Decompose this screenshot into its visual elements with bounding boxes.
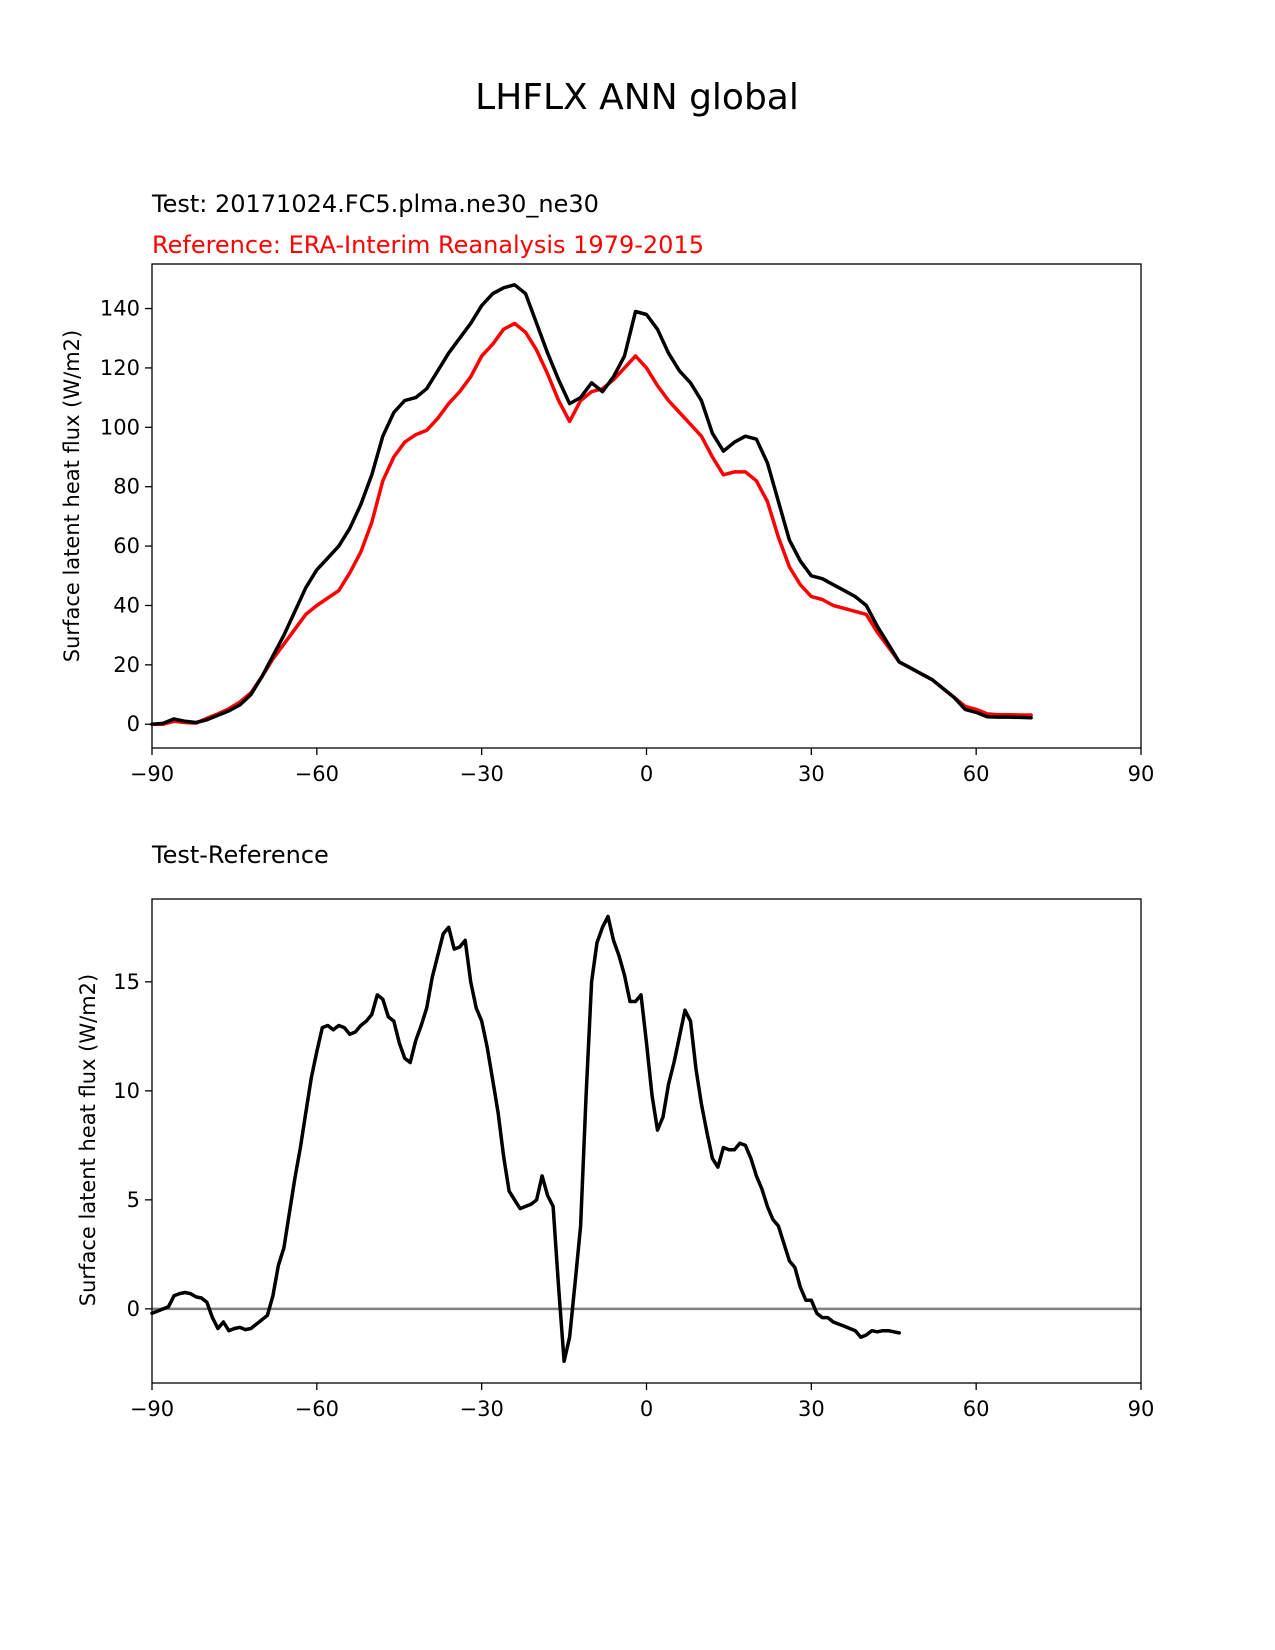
x-tick-label: 60: [963, 762, 990, 786]
x-tick-label: 30: [798, 762, 825, 786]
y-tick-label: 5: [127, 1188, 140, 1212]
x-tick-label: −30: [460, 762, 504, 786]
bottom-y-axis-label: Surface latent heat flux (W/m2): [76, 974, 100, 1306]
x-tick-label: 90: [1128, 1397, 1155, 1421]
y-tick-label: 60: [113, 534, 140, 558]
series-line-reference: [150, 321, 1033, 726]
y-tick-label: 10: [113, 1079, 140, 1103]
x-tick-label: −30: [460, 1397, 504, 1421]
y-tick-label: 40: [113, 593, 140, 617]
y-tick-label: 100: [100, 415, 140, 439]
top-reference-label: Reference: ERA-Interim Reanalysis 1979-2…: [152, 231, 704, 259]
top-panel: Test: 20171024.FC5.plma.ne30_ne30 Refere…: [60, 190, 1154, 786]
x-tick-label: −90: [130, 1397, 174, 1421]
bottom-panel: Test-Reference Surface latent heat flux …: [76, 841, 1154, 1421]
x-tick-label: −60: [295, 1397, 339, 1421]
y-tick-label: 120: [100, 356, 140, 380]
x-tick-label: 30: [798, 1397, 825, 1421]
y-tick-label: 0: [127, 712, 140, 736]
top-axes-frame: [151, 263, 1142, 749]
x-tick-label: −60: [295, 762, 339, 786]
series-line-test-reference: [150, 914, 901, 1363]
bottom-axes-frame: [151, 898, 1142, 1384]
top-y-axis-label: Surface latent heat flux (W/m2): [60, 330, 84, 662]
x-tick-label: 0: [640, 1397, 653, 1421]
top-test-label: Test: 20171024.FC5.plma.ne30_ne30: [151, 190, 599, 218]
series-line-test: [150, 283, 1033, 726]
y-tick-label: 20: [113, 653, 140, 677]
y-tick-label: 140: [100, 297, 140, 321]
y-tick-label: 15: [113, 970, 140, 994]
figure-title: LHFLX ANN global: [475, 77, 799, 118]
y-tick-label: 0: [127, 1297, 140, 1321]
bottom-panel-title: Test-Reference: [151, 841, 329, 869]
x-tick-label: 60: [963, 1397, 990, 1421]
x-tick-label: −90: [130, 762, 174, 786]
x-tick-label: 90: [1128, 762, 1155, 786]
y-tick-label: 80: [113, 475, 140, 499]
x-tick-label: 0: [640, 762, 653, 786]
